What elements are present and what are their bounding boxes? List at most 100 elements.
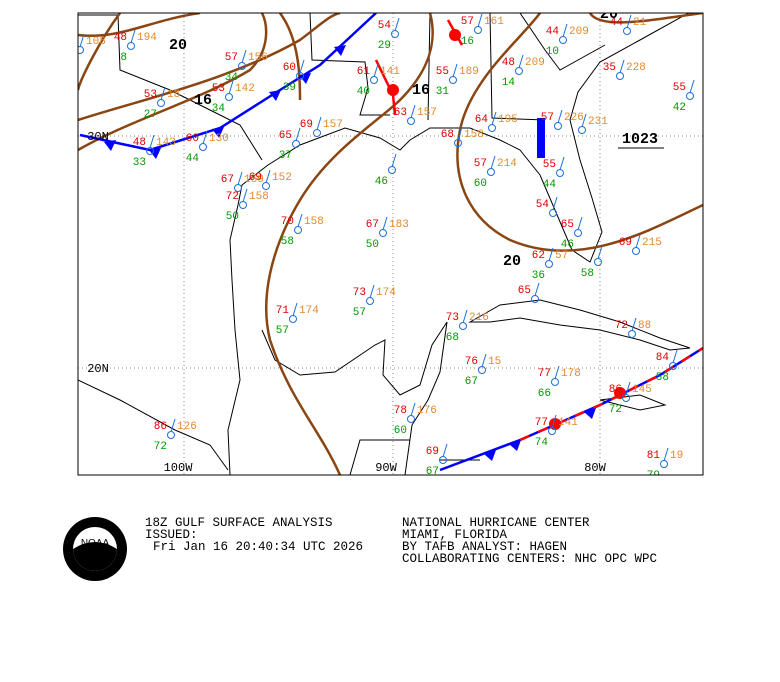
dewpoint: 40 (357, 86, 370, 98)
wind-barb (292, 302, 298, 317)
wind-barb (672, 349, 678, 364)
wind-barb (241, 49, 247, 64)
wind-barb (202, 130, 208, 145)
wind-barb (295, 127, 301, 142)
dewpoint: 72 (609, 404, 622, 416)
temperature: 76 (465, 356, 478, 368)
station (616, 72, 624, 80)
station (449, 76, 457, 84)
dewpoint: 42 (673, 102, 686, 114)
wind-barb (160, 86, 166, 101)
pressure: 142 (235, 83, 255, 95)
dewpoint: 79 (647, 470, 660, 482)
dewpoint: 60 (394, 425, 407, 437)
temperature: 57 (461, 16, 474, 28)
station (289, 315, 297, 323)
temperature: 55 (543, 159, 556, 171)
station (167, 431, 175, 439)
map-frame (77, 12, 704, 476)
dewpoint: 37 (279, 150, 292, 162)
station (407, 415, 415, 423)
pressure: 18 (167, 89, 180, 101)
pressure: 126 (177, 421, 197, 433)
dewpoint: 34 (212, 103, 226, 115)
station (379, 229, 387, 237)
lon-label: 80W (584, 461, 606, 475)
temperature: 55 (673, 82, 686, 94)
lat-label: 20N (87, 362, 109, 376)
dewpoint: 60 (474, 178, 487, 190)
temperature: 62 (532, 250, 545, 262)
wind-barb (625, 381, 631, 396)
pressure: 143 (156, 137, 176, 149)
isobar-label: 16 (194, 92, 212, 109)
wind-barb (316, 116, 322, 131)
front-pip (299, 73, 311, 84)
temperature: 84 (656, 352, 670, 364)
dewpoint: 36 (532, 270, 545, 282)
wind-barb (491, 111, 497, 126)
dewpoint: 58 (581, 268, 594, 280)
temperature: 81 (647, 450, 661, 462)
pressure: 209 (525, 57, 545, 69)
station (551, 378, 559, 386)
pressure: 174 (299, 305, 319, 317)
station (157, 99, 165, 107)
front-pip (149, 148, 161, 159)
temperature: 77 (538, 368, 551, 380)
station (515, 67, 523, 75)
station (239, 201, 247, 209)
wind-barb (373, 63, 379, 78)
temperature: 65 (561, 219, 574, 231)
dewpoint: 31 (436, 86, 450, 98)
temperature: 78 (394, 405, 407, 417)
pressure: 159 (244, 174, 264, 186)
wind-barb (577, 216, 583, 231)
isobars (78, 13, 703, 475)
pressure: 231 (588, 116, 608, 128)
dewpoint: 2 (69, 56, 76, 68)
footer-time: Fri Jan 16 20:40:34 UTC 2026 (153, 540, 363, 554)
pressure: 108 (86, 36, 106, 48)
temperature: 48 (502, 57, 515, 69)
fronts (79, 13, 703, 472)
temperature: 69 (249, 172, 262, 184)
temperature: 44 (610, 17, 624, 29)
station (622, 394, 630, 402)
pressure: 158 (304, 216, 324, 228)
temperature: 65 (279, 130, 292, 142)
dewpoint: 68 (446, 332, 459, 344)
pressure: 141 (380, 66, 400, 78)
station (545, 260, 553, 268)
pressure: 226 (564, 112, 584, 124)
station (623, 27, 631, 35)
wind-barb (631, 317, 637, 332)
high-marker (537, 118, 545, 158)
temperature: 44 (546, 26, 560, 38)
wind-barb (394, 17, 400, 32)
wind-barb (689, 79, 695, 94)
temperature: 54 (536, 199, 550, 211)
temperature: 69 (300, 119, 313, 131)
footer-issued: ISSUED: (145, 528, 198, 542)
dewpoint: 58 (656, 372, 669, 384)
pressure: 195 (498, 114, 518, 126)
isobar-label: 20 (503, 253, 521, 270)
front-pip (104, 140, 116, 151)
pressure: 214 (497, 158, 517, 170)
station (388, 166, 396, 174)
wind-barb (228, 80, 234, 95)
pressure: 194 (137, 32, 157, 44)
station (313, 129, 321, 137)
dewpoint: 66 (538, 388, 551, 400)
wind-barb (457, 126, 463, 141)
temperature: 55 (436, 66, 449, 78)
station (556, 169, 564, 177)
wind-barb (369, 284, 375, 299)
wind-barb (481, 353, 487, 368)
temperature: 57 (225, 52, 238, 64)
pressure: 15 (488, 356, 501, 368)
wind-barb (452, 63, 458, 78)
wind-barb (79, 33, 85, 48)
